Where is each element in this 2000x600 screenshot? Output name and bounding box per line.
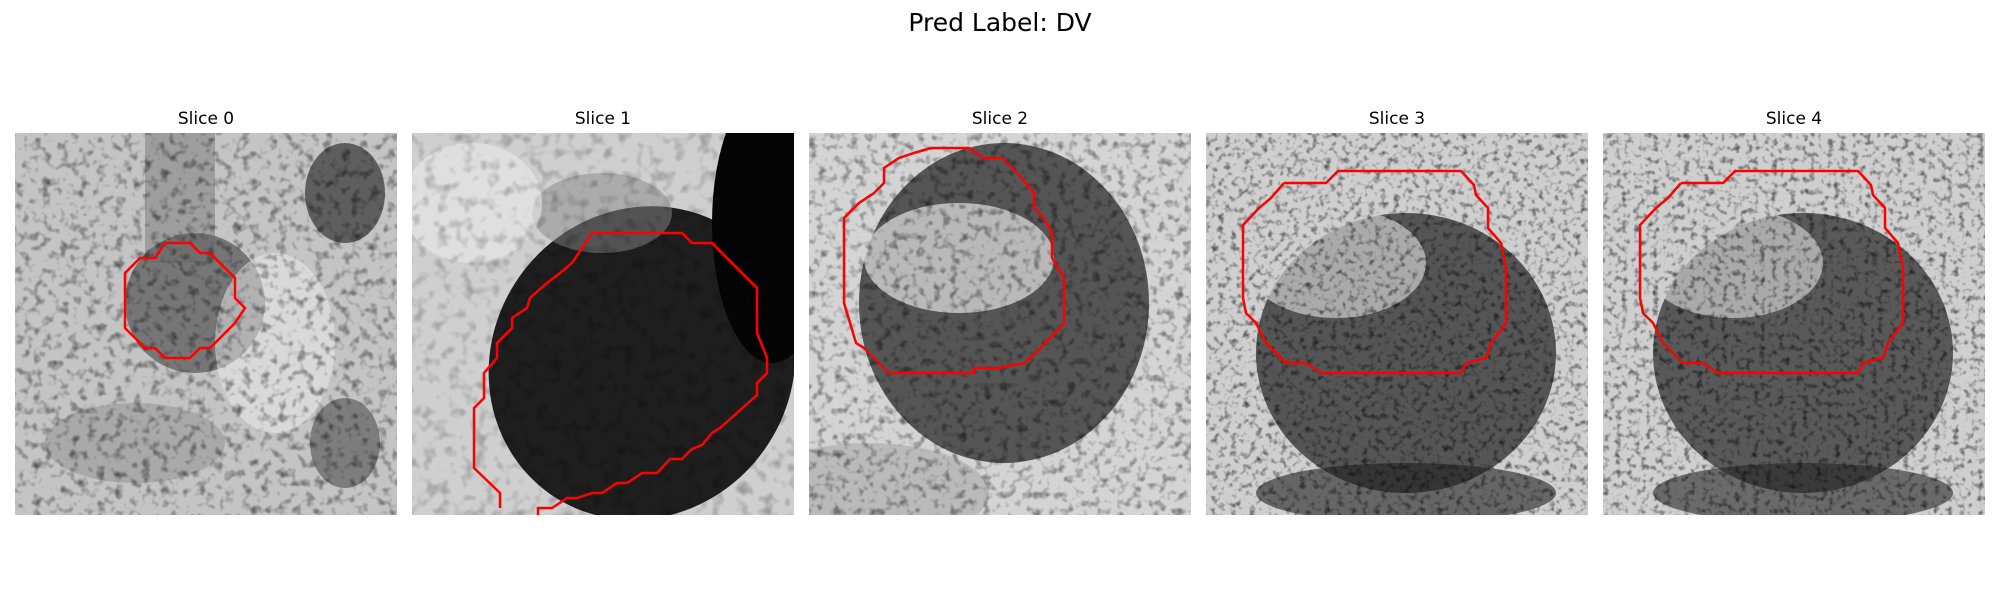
- contour-outline: [842, 146, 1066, 375]
- slice-image: [1603, 133, 1985, 515]
- contour-outline: [472, 231, 769, 515]
- contour-outline: [123, 241, 247, 360]
- slice-image: [1206, 133, 1588, 515]
- slice-panel: Slice 4: [1603, 108, 1985, 515]
- slice-title: Slice 0: [177, 109, 235, 129]
- slice-image: [809, 133, 1191, 515]
- slice-title: Slice 4: [1765, 109, 1823, 129]
- slice-title: Slice 3: [1368, 109, 1426, 129]
- slice-image: [15, 133, 397, 515]
- slice-panel: Slice 2: [809, 108, 1191, 515]
- slice-panel: Slice 1: [412, 108, 794, 515]
- slice-image: [412, 133, 794, 515]
- slice-panel: Slice 0: [15, 108, 397, 515]
- contour-outline: [1638, 169, 1905, 375]
- slice-title: Slice 2: [971, 109, 1029, 129]
- figure-title: Pred Label: DV: [908, 8, 1092, 37]
- contour-outline: [1241, 169, 1508, 375]
- slice-panel: Slice 3: [1206, 108, 1588, 515]
- slice-title: Slice 1: [574, 109, 632, 129]
